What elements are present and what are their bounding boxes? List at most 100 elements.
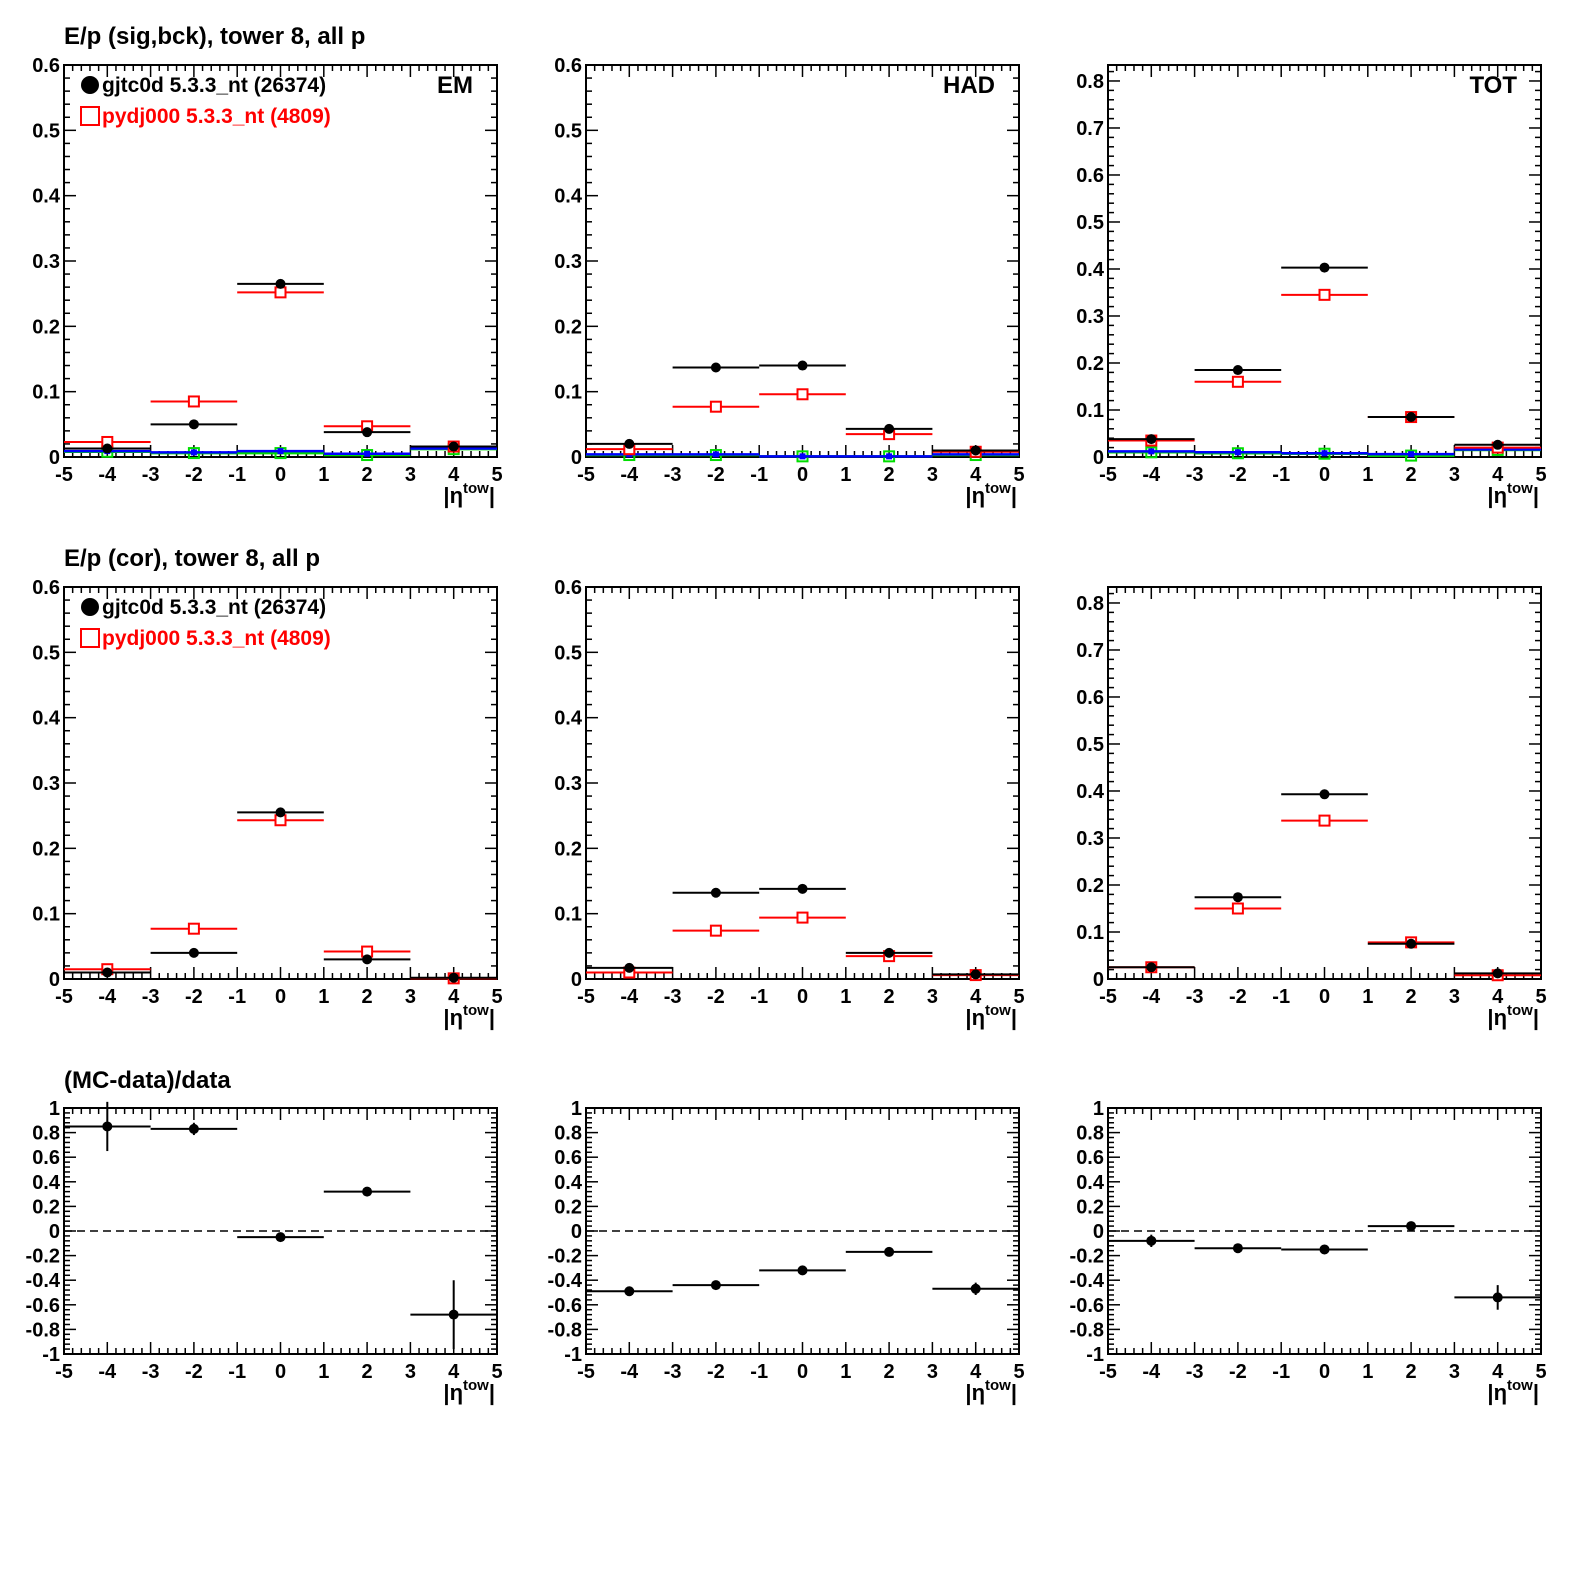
mc-point [796,388,809,401]
x-tick-label: 5 [1013,986,1024,1008]
y-tick-label: 0 [49,969,60,991]
x-tick-label: 0 [797,464,808,486]
x-tick-label: -3 [664,986,682,1008]
x-axis-label: |ηtow| [443,480,495,508]
x-tick-label: -4 [1142,986,1161,1008]
panel-0-2: -5 -4 -3 -2 -1 0 1 2 3 4 5 0 0.1 0.2 0.3 0.4 0.5 0.6 0.7 0.… [1076,64,1547,508]
y-tick-label: 0.2 [32,1196,60,1218]
x-tick-label: -4 [1142,464,1161,486]
x-tick-label: -3 [142,464,160,486]
x-tick-label: 0 [275,986,286,1008]
data-point [624,438,635,449]
panel-0-1: -5 -4 -3 -2 -1 0 1 2 3 4 5 0 0.1 0.2 0.3 0.4 0.5 0.6 |ηtow… [554,55,1024,508]
y-tick-label: -0.4 [26,1270,61,1292]
y-tick-label: -0.6 [26,1295,60,1317]
x-tick-label: 3 [405,1361,416,1383]
green-point [274,447,287,460]
mc-point [187,922,200,935]
legend-data-label: gjtc0d 5.3.3_nt (26374) [102,74,326,97]
y-tick-label: 0.1 [32,904,60,926]
y-tick-label: 1 [49,1098,60,1120]
y-tick-label: 0.6 [554,1147,582,1169]
x-tick-label: 0 [275,464,286,486]
x-tick-label: -2 [185,464,203,486]
y-tick-label: 0.3 [32,773,60,795]
green-point [1405,449,1418,462]
x-tick-label: 4 [970,1361,982,1383]
x-tick-label: 2 [884,464,895,486]
x-tick-label: -2 [1229,464,1247,486]
x-tick-label: -4 [620,986,639,1008]
x-tick-label: 4 [970,464,982,486]
x-tick-label: 2 [1406,464,1417,486]
y-tick-label: 0 [571,969,582,991]
y-tick-label: 0.5 [1076,212,1104,234]
data-point [797,1265,808,1276]
data-point [884,947,895,958]
x-tick-label: 5 [1535,1361,1546,1383]
y-tick-label: -0.4 [1070,1270,1105,1292]
x-axis-label: |ηtow| [1487,1002,1539,1030]
x-tick-label: 3 [405,464,416,486]
x-tick-label: -1 [228,1361,246,1383]
x-axis-label: |ηtow| [965,1002,1017,1030]
x-tick-label: 2 [362,464,373,486]
mc-point [187,395,200,408]
legend-data-label: gjtc0d 5.3.3_nt (26374) [102,596,326,619]
data-point [710,362,721,373]
x-tick-label: -4 [98,986,117,1008]
x-tick-label: 1 [1362,1361,1373,1383]
y-tick-label: -0.8 [548,1319,582,1341]
y-tick-label: 0.1 [1076,400,1104,422]
y-tick-label: 0.8 [32,1123,60,1145]
x-tick-label: 1 [1362,986,1373,1008]
panel-2-0: -5 -4 -3 -2 -1 0 1 2 3 4 5-1-0.8-0.6-0.4-0.200.20.… [26,1098,503,1405]
y-tick-label: 0.7 [1076,640,1104,662]
x-tick-label: 5 [1013,1361,1024,1383]
x-tick-label: 0 [797,986,808,1008]
x-tick-label: 4 [448,986,460,1008]
y-tick-label: 0.6 [554,577,582,599]
x-axis-label: |ηtow| [443,1002,495,1030]
plot-frame [585,586,1020,980]
x-tick-label: -4 [620,1361,639,1383]
y-tick-label: 0.4 [32,186,61,208]
y-tick-label: 0 [49,447,60,469]
x-axis-label: |ηtow| [443,1377,495,1405]
legend-data-marker [81,76,99,94]
y-tick-label: 0.1 [554,904,582,926]
x-tick-label: 4 [448,464,460,486]
x-tick-label: -5 [1099,986,1117,1008]
mc-point [1231,902,1244,915]
y-tick-label: 0.4 [32,1172,61,1194]
y-tick-label: 1 [1093,1098,1104,1120]
y-tick-label: -0.8 [26,1319,60,1341]
y-tick-label: -0.6 [548,1295,582,1317]
y-tick-label: 0.3 [1076,828,1104,850]
data-point [188,1123,199,1134]
data-point [362,954,373,965]
x-tick-label: 5 [1013,464,1024,486]
x-tick-label: 2 [1406,986,1417,1008]
blue-point [277,448,284,455]
y-tick-label: -1 [1086,1344,1104,1366]
data-point [362,427,373,438]
y-tick-label: 0 [1093,1221,1104,1243]
y-tick-label: 0 [571,447,582,469]
blue-point [799,453,806,460]
blue-point [1321,450,1328,457]
x-tick-label: 4 [1492,986,1504,1008]
x-tick-label: -2 [707,1361,725,1383]
data-point [102,443,113,454]
y-tick-label: -0.8 [1070,1319,1104,1341]
x-tick-label: 1 [1362,464,1373,486]
data-point [970,1283,981,1294]
x-tick-label: -2 [1229,1361,1247,1383]
data-point [884,1246,895,1257]
x-tick-label: 1 [840,1361,851,1383]
mc-point [796,911,809,924]
mc-point [1318,288,1331,301]
data-point [1232,892,1243,903]
data-point [710,887,721,898]
data-point [1319,789,1330,800]
